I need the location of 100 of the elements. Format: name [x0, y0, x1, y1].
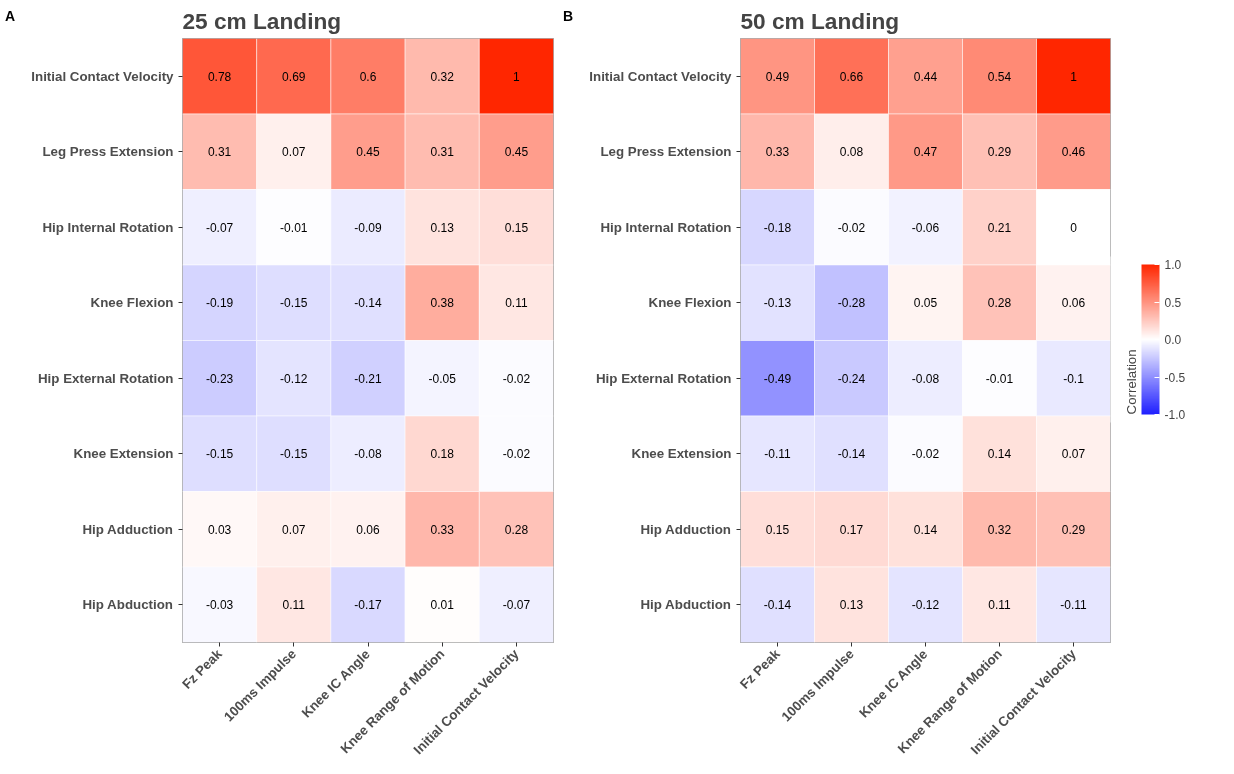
data-label: 0.07 — [282, 145, 306, 160]
data-label: -0.02 — [911, 447, 940, 462]
data-label: 0.11 — [988, 598, 1012, 613]
y-tick-label: Knee Extension — [73, 446, 174, 462]
data-label: -0.49 — [763, 371, 792, 386]
data-label: 0.13 — [839, 598, 864, 613]
data-label: 0.14 — [987, 447, 1012, 462]
data-label: 1 — [513, 69, 521, 84]
data-label: 0.21 — [987, 220, 1012, 235]
data-label: 0.11 — [505, 296, 528, 311]
data-label: 0.47 — [913, 145, 938, 160]
data-label: 0.07 — [282, 522, 306, 537]
data-label: -0.11 — [1060, 598, 1088, 613]
data-label: 0.45 — [356, 145, 380, 160]
data-label: -0.02 — [502, 447, 531, 462]
data-label: -0.02 — [502, 371, 531, 386]
y-tick-label: Knee Extension — [631, 446, 732, 462]
data-label: 0.01 — [430, 598, 455, 613]
y-tick-label: Hip Abduction — [640, 597, 732, 613]
data-label: 0.78 — [207, 69, 232, 84]
data-label: 0.69 — [282, 69, 306, 84]
data-label: 0.29 — [987, 145, 1012, 160]
y-tick-label: Hip Internal Rotation — [42, 219, 174, 235]
data-label: 0.15 — [765, 522, 790, 537]
data-label: 0.06 — [356, 522, 380, 537]
text: A — [5, 7, 16, 26]
data-label: -0.13 — [763, 296, 792, 311]
data-label: -0.07 — [502, 598, 531, 613]
data-label: 0.29 — [1061, 522, 1086, 537]
data-label: 0.06 — [1061, 296, 1086, 311]
color-bar-label: 1.0 — [1164, 258, 1182, 272]
color-bar-label: 0.0 — [1164, 333, 1182, 347]
data-label: 0.38 — [430, 296, 455, 311]
data-label: 0.28 — [504, 522, 529, 537]
data-label: 0.15 — [504, 220, 529, 235]
data-label: -0.08 — [354, 447, 382, 462]
data-label: -0.1 — [1063, 371, 1085, 386]
data-label: -0.21 — [354, 371, 382, 386]
data-label: 0.07 — [1061, 447, 1086, 462]
data-label: 0.05 — [913, 296, 938, 311]
chart-title: 25 cm Landing — [182, 7, 342, 34]
color-bar-label: -0.5 — [1164, 370, 1186, 385]
data-label: -0.15 — [280, 447, 308, 462]
data-label: 0.32 — [987, 522, 1012, 537]
data-label: -0.14 — [354, 296, 382, 311]
data-label: -0.02 — [837, 220, 866, 235]
data-label: -0.18 — [763, 220, 792, 235]
data-label: 0.45 — [504, 145, 529, 160]
data-label: -0.06 — [911, 220, 940, 235]
y-tick-label: Hip Internal Rotation — [600, 219, 732, 235]
data-label: -0.01 — [985, 371, 1014, 386]
data-label: -0.19 — [205, 296, 234, 311]
color-bar-title: Correlation — [1123, 349, 1139, 415]
data-label: 0.33 — [765, 145, 790, 160]
data-label: -0.14 — [763, 598, 792, 613]
data-label: 0.14 — [913, 522, 938, 537]
data-label: -0.11 — [764, 447, 792, 462]
data-label: -0.08 — [911, 371, 940, 386]
data-label: -0.12 — [911, 598, 940, 613]
data-label: -0.23 — [205, 371, 234, 386]
data-label: 0.03 — [207, 522, 232, 537]
data-label: 0.66 — [839, 69, 864, 84]
y-tick-label: Initial Contact Velocity — [31, 68, 175, 84]
data-label: -0.07 — [205, 220, 234, 235]
data-label: 0 — [1070, 220, 1078, 235]
color-bar-label: 0.5 — [1164, 295, 1182, 310]
data-label: -0.28 — [837, 296, 866, 311]
y-tick-label: Hip External Rotation — [37, 370, 174, 386]
y-tick-label: Leg Press Extension — [42, 144, 174, 160]
data-label: -0.05 — [428, 371, 457, 386]
data-label: -0.14 — [837, 447, 866, 462]
data-label: 0.28 — [987, 296, 1012, 311]
data-label: -0.12 — [280, 371, 308, 386]
data-label: -0.15 — [280, 296, 308, 311]
data-label: 0.31 — [207, 145, 232, 160]
y-tick-label: Knee Flexion — [90, 295, 174, 311]
data-label: -0.15 — [205, 447, 234, 462]
y-tick-label: Hip External Rotation — [595, 370, 732, 386]
data-label: 0.33 — [430, 522, 455, 537]
data-label: 0.49 — [765, 69, 790, 84]
data-label: -0.17 — [354, 598, 382, 613]
data-label: 1 — [1070, 69, 1078, 84]
data-label: 0.18 — [430, 447, 455, 462]
data-label: 0.08 — [839, 145, 864, 160]
data-label: -0.09 — [354, 220, 382, 235]
data-label: 0.44 — [913, 69, 938, 84]
y-tick-label: Initial Contact Velocity — [589, 68, 733, 84]
text: B — [563, 7, 574, 26]
y-tick-label: Knee Flexion — [648, 295, 732, 311]
data-label: 0.32 — [430, 69, 455, 84]
color-bar-label: -1.0 — [1164, 408, 1186, 422]
data-label: 0.54 — [987, 69, 1012, 84]
data-label: 0.11 — [282, 598, 306, 613]
y-tick-label: Hip Adduction — [82, 521, 174, 537]
data-label: -0.03 — [205, 598, 234, 613]
chart-title: 50 cm Landing — [740, 7, 900, 34]
data-label: -0.24 — [837, 371, 866, 386]
data-label: 0.17 — [839, 522, 864, 537]
data-label: 0.46 — [1061, 145, 1086, 160]
data-label: 0.31 — [430, 145, 455, 160]
